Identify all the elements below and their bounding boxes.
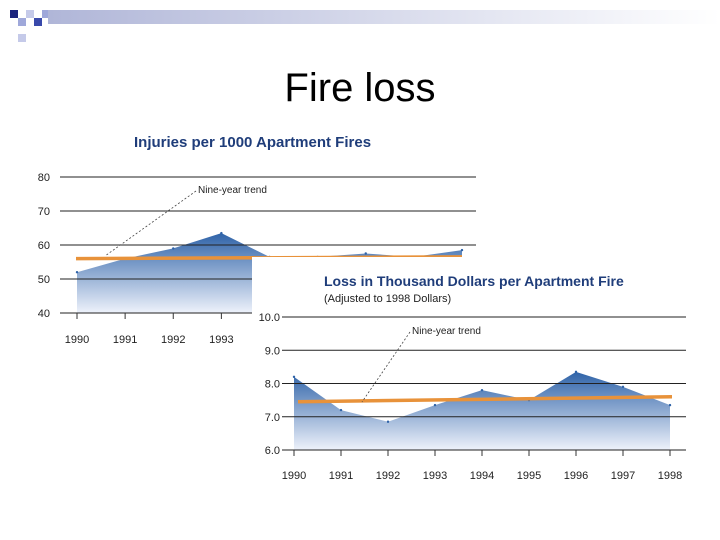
x-tick-label: 1992: [376, 470, 400, 482]
trend-annotation: Nine-year trend: [412, 326, 481, 337]
y-tick-label: 8.0: [265, 379, 280, 391]
y-tick-label: 10.0: [259, 312, 280, 324]
deco-square-5: [42, 10, 50, 18]
data-point: [364, 252, 367, 255]
data-point: [220, 231, 223, 235]
deco-gradient-band: [48, 10, 720, 24]
trend-annotation: Nine-year trend: [198, 185, 267, 196]
data-point: [172, 247, 175, 250]
data-point: [668, 403, 672, 407]
y-tick-label: 80: [38, 172, 50, 184]
deco-square-2: [18, 18, 26, 26]
x-tick-label: 1998: [658, 470, 682, 482]
deco-square-1: [10, 10, 18, 18]
y-tick-label: 6.0: [265, 445, 280, 457]
trend-line: [297, 395, 673, 404]
x-tick-label: 1990: [282, 470, 306, 482]
deco-square-6: [18, 34, 26, 42]
x-tick-label: 1993: [423, 470, 447, 482]
chart-title: Loss in Thousand Dollars per Apartment F…: [324, 273, 624, 289]
y-tick-label: 70: [38, 206, 50, 218]
x-tick-label: 1991: [113, 334, 137, 346]
x-tick-label: 1990: [65, 334, 89, 346]
y-tick-label: 50: [38, 274, 50, 286]
annotation-leader: [361, 331, 411, 403]
data-point: [574, 370, 578, 374]
x-tick-label: 1995: [517, 470, 541, 482]
loss-chart: Loss in Thousand Dollars per Apartment F…: [252, 257, 702, 487]
chart-title: Injuries per 1000 Apartment Fires: [134, 134, 371, 151]
deco-square-4: [34, 18, 42, 26]
data-point: [433, 403, 437, 407]
data-point: [339, 408, 343, 412]
x-tick-label: 1991: [329, 470, 353, 482]
annotation-leader: [104, 190, 197, 257]
y-tick-label: 60: [38, 240, 50, 252]
data-point: [292, 375, 296, 379]
data-point: [460, 248, 464, 252]
series-area: [294, 371, 670, 450]
y-tick-label: 40: [38, 308, 50, 320]
deco-square-3: [26, 10, 34, 18]
loss-plot: 10.0 9.0 8.0 7.0 6.0 1990 1991 1992 1993 1994 1995…: [259, 312, 686, 482]
y-tick-label: 9.0: [265, 345, 280, 357]
chart-subtitle: (Adjusted to 1998 Dollars): [324, 293, 451, 305]
data-point: [386, 420, 390, 423]
x-tick-label: 1996: [564, 470, 588, 482]
y-tick-label: 7.0: [265, 412, 280, 424]
x-tick-label: 1997: [611, 470, 635, 482]
x-tick-label: 1994: [470, 470, 494, 482]
data-point: [480, 388, 484, 392]
loss-chart-svg: Loss in Thousand Dollars per Apartment F…: [259, 273, 686, 482]
data-point: [75, 271, 79, 274]
x-tick-label: 1992: [161, 334, 185, 346]
data-point: [621, 385, 625, 389]
slide-title: Fire loss: [284, 66, 436, 110]
slide-corner-decoration: [10, 10, 720, 42]
x-tick-label: 1993: [209, 334, 233, 346]
